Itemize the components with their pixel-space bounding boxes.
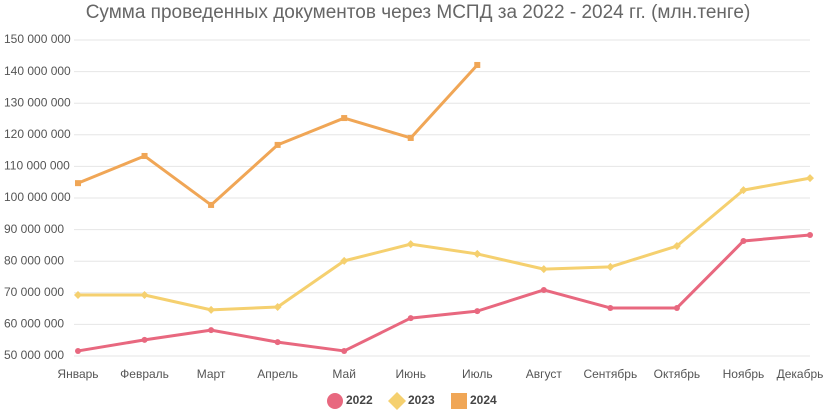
x-tick-label: Май xyxy=(332,367,356,381)
data-point xyxy=(672,242,681,251)
data-point xyxy=(406,240,415,249)
data-point xyxy=(208,327,215,334)
data-point xyxy=(407,315,414,322)
y-tick-label: 90 000 000 xyxy=(4,222,64,236)
x-tick-label: Февраль xyxy=(120,367,169,381)
x-tick-label: Апрель xyxy=(257,367,298,381)
chart-title: Сумма проведенных документов через МСПД … xyxy=(86,2,751,23)
data-point xyxy=(807,231,813,238)
data-point xyxy=(473,249,482,258)
y-tick-label: 110 000 000 xyxy=(4,159,70,173)
data-point xyxy=(207,305,216,314)
x-tick-label: Декабрь xyxy=(777,367,824,381)
data-point xyxy=(274,339,281,346)
data-point xyxy=(539,265,548,274)
legend-marker xyxy=(327,393,343,409)
x-tick-label: Ноябрь xyxy=(723,367,765,381)
y-tick-label: 140 000 000 xyxy=(4,64,71,78)
data-point xyxy=(606,262,615,271)
data-point xyxy=(540,286,547,293)
data-point xyxy=(141,336,148,343)
series-line xyxy=(77,233,811,353)
x-tick-label: Июнь xyxy=(395,367,426,381)
legend-label: 2024 xyxy=(470,393,497,407)
data-point xyxy=(341,347,348,354)
data-point xyxy=(739,186,748,195)
x-tick-label: Сентябрь xyxy=(583,367,637,381)
y-tick-label: 120 000 000 xyxy=(4,127,71,141)
x-tick-label: Октябрь xyxy=(654,367,701,381)
data-point xyxy=(75,180,81,187)
legend-marker xyxy=(451,393,467,409)
data-point xyxy=(141,152,148,159)
data-point xyxy=(274,141,281,148)
data-point xyxy=(208,201,215,208)
legend-marker xyxy=(388,392,406,410)
data-point xyxy=(341,115,348,122)
data-point xyxy=(140,291,149,300)
data-point xyxy=(474,308,481,315)
data-point xyxy=(74,291,82,300)
y-tick-label: 60 000 000 xyxy=(4,317,64,331)
legend-label: 2023 xyxy=(408,393,435,407)
data-point xyxy=(340,256,349,265)
data-point xyxy=(407,134,414,141)
data-point xyxy=(273,303,282,312)
data-point xyxy=(740,237,747,244)
y-tick-label: 150 000 000 xyxy=(4,32,71,46)
data-point xyxy=(474,61,481,68)
y-tick-label: 50 000 000 xyxy=(4,348,64,362)
y-tick-label: 130 000 000 xyxy=(4,95,71,109)
data-point xyxy=(75,347,81,354)
y-tick-label: 80 000 000 xyxy=(4,253,64,267)
y-tick-label: 70 000 000 xyxy=(4,285,64,299)
data-point xyxy=(607,304,614,311)
x-tick-label: Март xyxy=(197,367,226,381)
y-tick-label: 100 000 000 xyxy=(4,190,71,204)
data-point xyxy=(806,174,814,183)
x-tick-label: Январь xyxy=(57,367,98,381)
series-line xyxy=(78,176,811,312)
legend-label: 2022 xyxy=(346,393,373,407)
x-tick-label: Август xyxy=(526,367,563,381)
x-tick-label: Июль xyxy=(462,367,493,381)
data-point xyxy=(673,304,680,311)
